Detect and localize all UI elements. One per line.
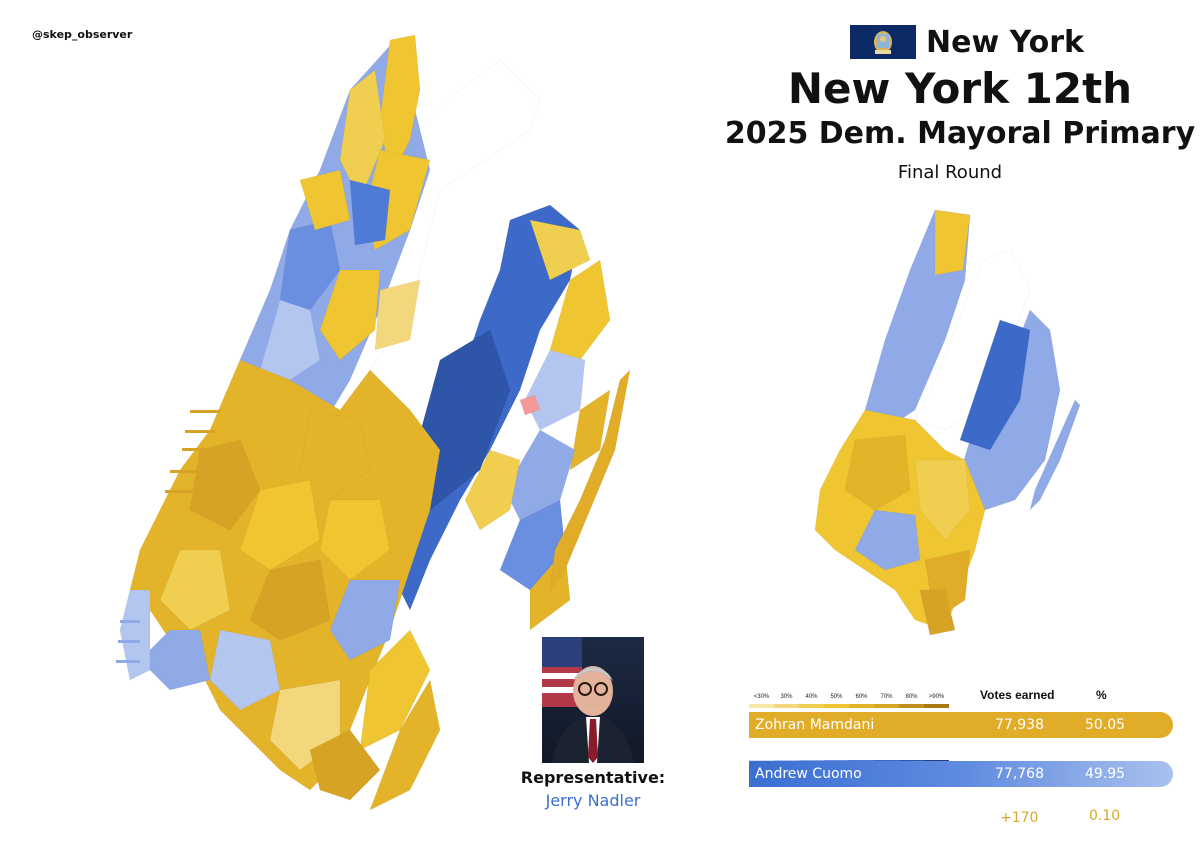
legend-bin: <30% [749, 694, 774, 708]
district-title: New York 12th [787, 64, 1133, 113]
mamdani-legend-scale: <30% 30% 40% 50% 60% 70% 80% >90% [749, 694, 949, 708]
legend-swatch [899, 704, 924, 708]
candidate-votes: 77,938 [995, 717, 1044, 733]
race-title: 2025 Dem. Mayoral Primary [724, 116, 1196, 151]
legend-bin-label: 80% [905, 694, 918, 700]
legend-bin-label: >90% [928, 694, 945, 700]
state-header: New York [850, 24, 1084, 60]
legend-bin: >90% [924, 694, 949, 708]
representative-label: Representative: [520, 768, 666, 787]
legend-bin-label: 30% [780, 694, 793, 700]
legend-bin: 50% [824, 694, 849, 708]
representative-photo [542, 637, 644, 763]
legend-swatch [874, 704, 899, 708]
candidate-percent: 50.05 [1085, 717, 1126, 733]
precinct-map [116, 34, 631, 811]
legend-bin-label: 40% [805, 694, 818, 700]
legend-bin-label: 50% [830, 694, 843, 700]
candidate-row-cuomo: Andrew Cuomo 77,768 49.95 [749, 761, 1173, 787]
author-handle: @skep_observer [32, 28, 133, 41]
legend-bin-label: 70% [880, 694, 893, 700]
representative-name: Jerry Nadler [545, 791, 641, 810]
percent-column-header: % [1096, 688, 1107, 702]
legend-swatch [824, 704, 849, 708]
legend-bin: 70% [874, 694, 899, 708]
votes-column-header: Votes earned [980, 688, 1055, 702]
legend-bin-label: 60% [855, 694, 868, 700]
legend-bin: 60% [849, 694, 874, 708]
candidate-percent: 49.95 [1085, 766, 1126, 782]
legend-bin-label: <30% [753, 694, 770, 700]
candidate-votes: 77,768 [995, 766, 1044, 782]
state-name: New York [926, 24, 1084, 60]
legend-swatch [799, 704, 824, 708]
candidate-name: Zohran Mamdani [755, 717, 875, 733]
candidate-name: Andrew Cuomo [755, 766, 862, 782]
legend-swatch [774, 704, 799, 708]
margin-votes: +170 [1000, 810, 1039, 826]
new-york-flag-icon [850, 25, 916, 59]
legend-bin: 80% [899, 694, 924, 708]
round-label: Final Round [897, 162, 1003, 183]
legend-bin: 40% [799, 694, 824, 708]
district-inset-map [814, 210, 1081, 636]
candidate-row-mamdani: Zohran Mamdani 77,938 50.05 [749, 712, 1173, 738]
legend-swatch [849, 704, 874, 708]
legend-swatch [749, 704, 774, 708]
legend-swatch [924, 704, 949, 708]
margin-percent: 0.10 [1089, 808, 1121, 824]
legend-bin: 30% [774, 694, 799, 708]
